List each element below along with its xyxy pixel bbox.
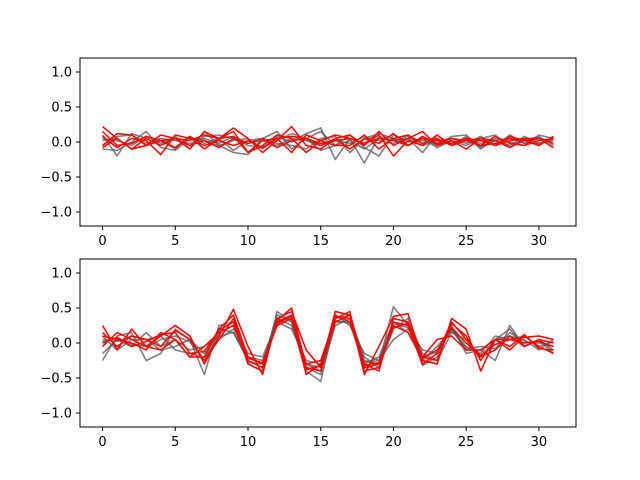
bottom-x-tick-label: 5: [171, 435, 179, 450]
bottom-y-tick-label: −1.0: [40, 407, 72, 422]
top-y-tick-label: 0.0: [51, 136, 72, 151]
top-x-tick-label: 5: [171, 234, 179, 249]
bottom-x-tick-label: 15: [312, 435, 329, 450]
top-y-tick-label: −1.0: [40, 206, 72, 221]
bottom-y-tick-label: 0.0: [51, 337, 72, 352]
top-x-tick-label: 30: [531, 234, 548, 249]
bottom-y-tick-label: 1.0: [51, 267, 72, 282]
bottom-x-tick-label: 30: [531, 435, 548, 450]
top-x-tick-label: 20: [385, 234, 402, 249]
top-subplot-y-axis: −1.0 −0.5 0.0 0.5 1.0: [40, 66, 80, 221]
top-x-tick-label: 0: [98, 234, 106, 249]
bottom-subplot-y-axis: −1.0 −0.5 0.0 0.5 1.0: [40, 267, 80, 422]
top-y-tick-label: 0.5: [51, 101, 72, 116]
bottom-x-tick-label: 20: [385, 435, 402, 450]
bottom-subplot: 0 5 10 15 20 25 30 −1.0 −0.5 0.0 0.5 1.0: [40, 258, 577, 450]
bottom-x-tick-label: 10: [240, 435, 257, 450]
top-series-line-red-9: [102, 137, 554, 150]
bottom-x-tick-label: 0: [98, 435, 106, 450]
bottom-y-tick-label: −0.5: [40, 372, 72, 387]
top-subplot: 0 5 10 15 20 25 30 −1.0 −0.5 0.0 0.5 1.0: [40, 57, 577, 249]
bottom-subplot-series: [101, 305, 555, 383]
bottom-x-tick-label: 25: [458, 435, 475, 450]
top-subplot-x-axis: 0 5 10 15 20 25 30: [98, 226, 547, 249]
bottom-series-line-red-9: [102, 314, 554, 371]
top-subplot-series: [101, 125, 554, 164]
top-y-tick-label: −0.5: [40, 171, 72, 186]
top-x-tick-label: 25: [458, 234, 475, 249]
bottom-y-tick-label: 0.5: [51, 302, 72, 317]
top-series-line-red-7: [102, 134, 554, 156]
top-x-tick-label: 10: [240, 234, 257, 249]
top-x-tick-label: 15: [312, 234, 329, 249]
bottom-subplot-x-axis: 0 5 10 15 20 25 30: [98, 427, 547, 450]
top-y-tick-label: 1.0: [51, 66, 72, 81]
